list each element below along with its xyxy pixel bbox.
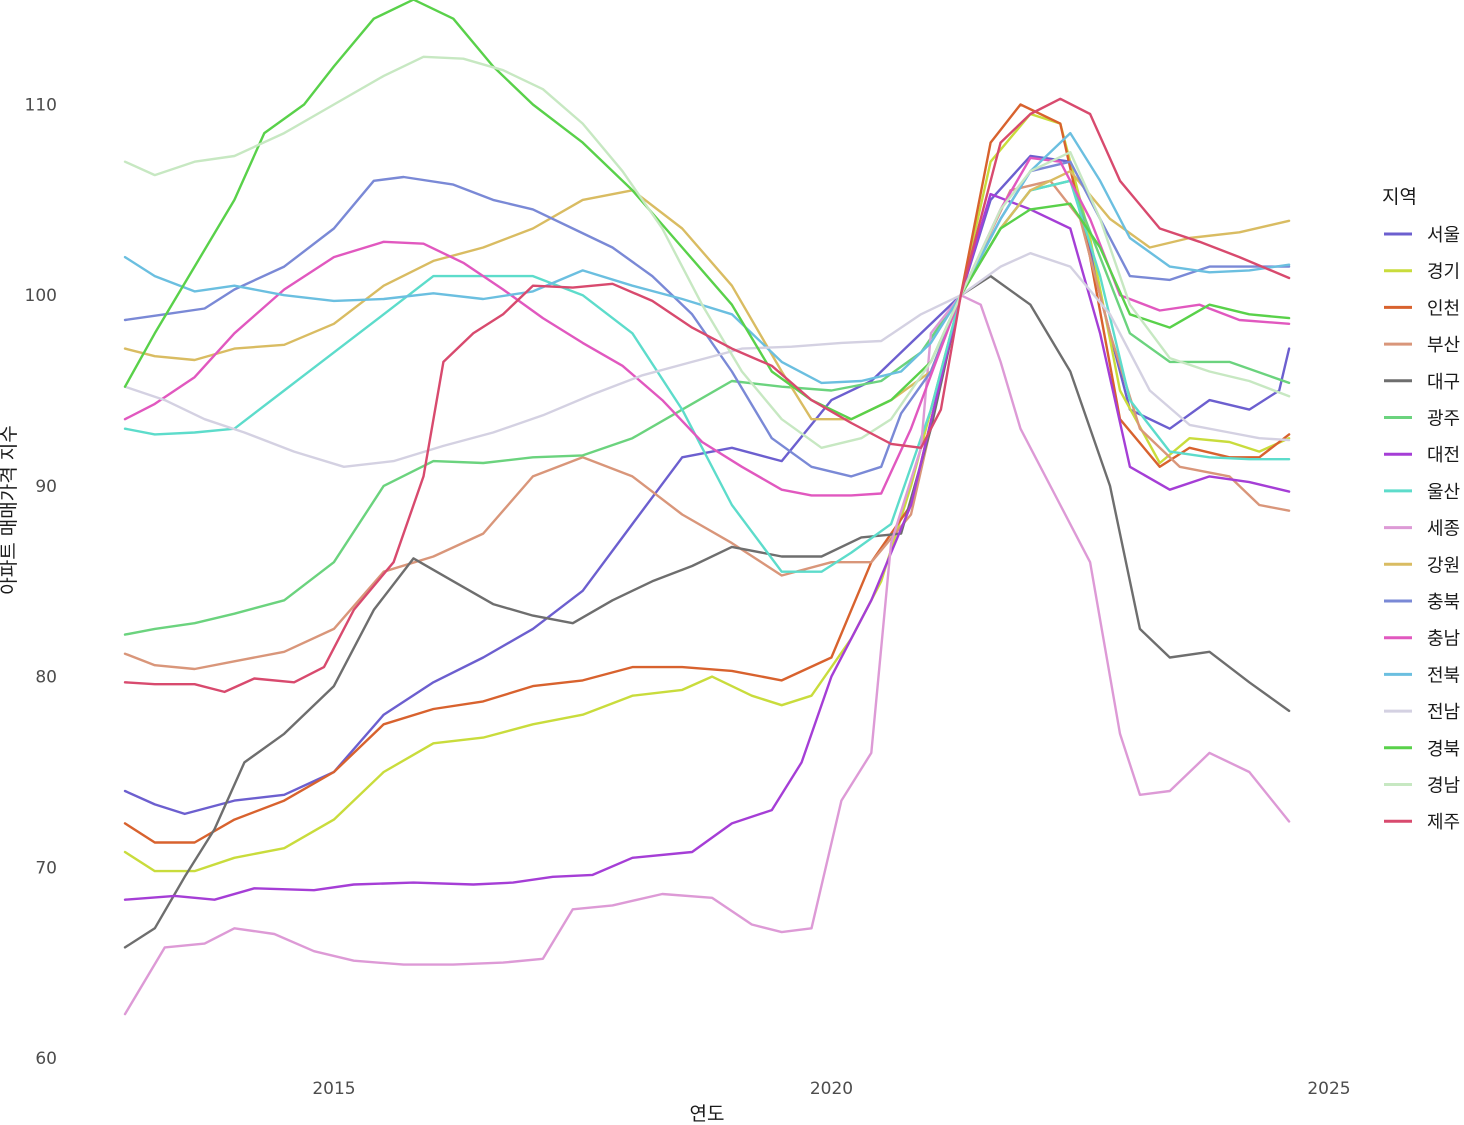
legend-label: 경남	[1427, 776, 1460, 797]
legend-item: 서울	[1384, 225, 1460, 246]
y-tick-label: 70	[35, 858, 57, 878]
series-line	[123, 156, 1291, 497]
legend-item: 울산	[1384, 482, 1460, 503]
legend-item: 경북	[1384, 739, 1460, 760]
legend-label: 부산	[1427, 335, 1460, 356]
legend-label: 경기	[1427, 262, 1460, 283]
series-line	[123, 274, 1291, 949]
legend-item: 대전	[1384, 445, 1460, 466]
legend-item: 강원	[1384, 555, 1460, 576]
y-tick-label: 90	[35, 477, 57, 497]
legend-label: 전북	[1427, 665, 1460, 686]
legend-item: 인천	[1384, 298, 1460, 319]
y-tick-label: 110	[25, 96, 57, 116]
y-tick-label: 100	[25, 286, 57, 306]
legend-item: 세종	[1384, 519, 1460, 540]
legend-label: 충남	[1427, 629, 1460, 650]
legend-label: 세종	[1427, 519, 1460, 540]
legend-label: 대전	[1427, 445, 1460, 466]
y-tick-label: 80	[35, 668, 57, 688]
x-axis-title: 연도	[690, 1103, 725, 1125]
series-line	[123, 55, 1291, 449]
legend-label: 광주	[1427, 409, 1460, 430]
series-line	[123, 294, 1291, 1016]
series-line	[123, 103, 1291, 844]
legend-item: 광주	[1384, 409, 1460, 430]
legend-title: 지역	[1382, 186, 1417, 208]
legend-label: 강원	[1427, 555, 1460, 576]
series-line	[123, 0, 1291, 421]
legend-item: 경남	[1384, 776, 1460, 797]
x-tick-label: 2020	[810, 1079, 853, 1099]
x-axis-ticks: 2015 2020 2025	[312, 1079, 1350, 1099]
series-line	[123, 251, 1291, 468]
series-line	[123, 131, 1291, 385]
series-line	[123, 112, 1291, 873]
legend-label: 울산	[1427, 482, 1460, 503]
legend-item: 대구	[1384, 372, 1460, 393]
y-tick-label: 60	[35, 1049, 57, 1069]
series-line	[123, 179, 1291, 573]
legend-item: 제주	[1384, 812, 1460, 833]
y-axis-ticks: 60 70 80 90 100 110	[25, 96, 57, 1070]
x-tick-label: 2025	[1307, 1079, 1350, 1099]
legend-item: 충북	[1384, 592, 1460, 613]
legend-item: 경기	[1384, 262, 1460, 283]
legend-label: 경북	[1427, 739, 1460, 760]
legend-item: 부산	[1384, 335, 1460, 356]
series-lines	[123, 0, 1291, 1016]
series-line	[123, 97, 1291, 694]
legend-label: 제주	[1427, 812, 1460, 833]
legend-label: 대구	[1427, 372, 1460, 393]
legend-label: 충북	[1427, 592, 1460, 613]
legend-label: 전남	[1427, 702, 1460, 723]
y-axis-title: 아파트 매매가격 지수	[0, 425, 20, 594]
legend-label: 서울	[1427, 225, 1460, 246]
series-line	[123, 192, 1291, 901]
legend-item: 전남	[1384, 702, 1460, 723]
x-tick-label: 2015	[312, 1079, 355, 1099]
legend-label: 인천	[1427, 298, 1460, 319]
legend-item: 충남	[1384, 629, 1460, 650]
legend-item: 전북	[1384, 665, 1460, 686]
